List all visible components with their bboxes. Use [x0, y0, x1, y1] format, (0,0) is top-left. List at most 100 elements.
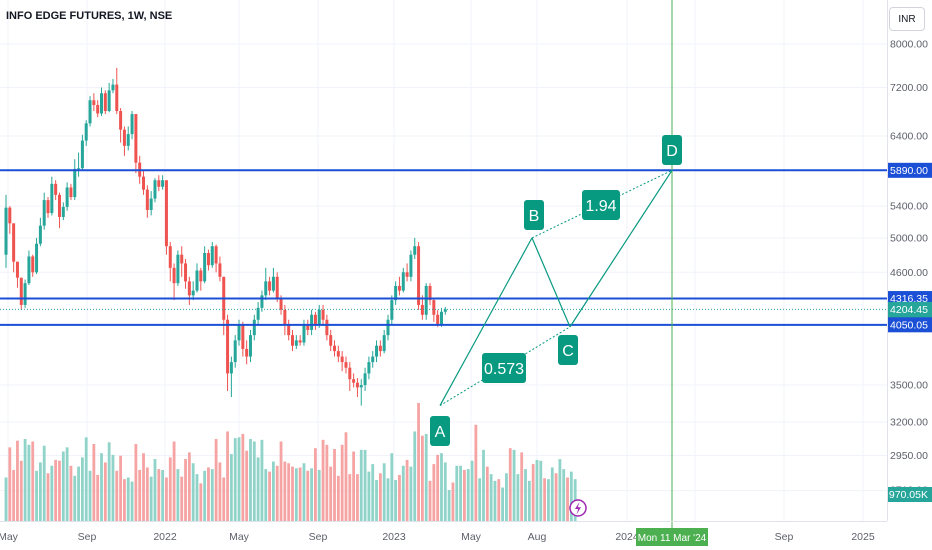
volume-bar — [275, 465, 279, 521]
volume-bar — [103, 462, 107, 521]
candle-body — [145, 189, 149, 210]
volume-bar — [291, 466, 294, 521]
time-tick-label: Sep — [775, 531, 794, 543]
candle-body — [233, 340, 237, 363]
candle-body — [4, 207, 8, 255]
volume-bar — [550, 467, 554, 521]
pattern-point-label-b: B — [529, 208, 540, 225]
volume-bar — [386, 478, 390, 521]
candle-body — [100, 93, 103, 114]
volume-bar — [84, 437, 88, 521]
candle-body — [172, 267, 176, 284]
candle-body — [268, 281, 272, 291]
price-tick-label: 8000.00 — [890, 39, 928, 51]
price-tick-label: 6400.00 — [890, 131, 928, 143]
volume-bar — [562, 469, 566, 521]
volume-bar — [306, 470, 310, 521]
pattern-ratio-box — [582, 190, 620, 220]
pattern-point-label-a-box — [430, 416, 450, 446]
candle-body — [271, 276, 275, 291]
volume-bar — [508, 448, 512, 521]
candle-body — [126, 134, 130, 146]
candle-body — [302, 324, 306, 343]
candle-body — [130, 114, 134, 135]
pattern-ratio-label: 0.573 — [484, 361, 524, 378]
volume-bar — [187, 452, 191, 521]
time-tick-label: Aug — [528, 531, 547, 543]
volume-bar — [344, 432, 348, 521]
volume-bar — [432, 464, 436, 521]
volume-bar — [340, 444, 344, 521]
candle-body — [352, 379, 356, 383]
pattern-point-label-d-box — [662, 135, 682, 165]
candle-body — [237, 324, 241, 341]
time-axis[interactable]: MaySep2022MaySep2023MayAug2024MaySep2025… — [0, 521, 887, 547]
candle-body — [31, 256, 35, 273]
candle-body — [310, 314, 314, 330]
volume-bar — [88, 470, 92, 521]
volume-bar — [371, 464, 375, 521]
volume-bar — [245, 450, 249, 521]
pattern-point-label-b-box — [524, 200, 544, 230]
volume-bar — [428, 480, 432, 521]
price-label-box — [888, 317, 932, 333]
candle-body — [397, 285, 401, 291]
volume-bar — [249, 438, 252, 521]
volume-bar — [459, 465, 462, 521]
candle-body — [184, 263, 188, 282]
candle-body — [405, 272, 409, 277]
volume-bar — [367, 471, 371, 521]
volume-bar — [107, 442, 111, 521]
candle-body — [443, 309, 447, 312]
candle-body — [321, 309, 325, 320]
volume-label: 970.05K — [889, 489, 928, 501]
volume-bar — [382, 463, 386, 521]
candle-body — [333, 345, 337, 352]
volume-bar — [516, 474, 520, 521]
volume-bar — [207, 467, 210, 521]
candle-body — [386, 319, 390, 336]
volume-bar — [241, 433, 245, 521]
price-axis[interactable]: 8000.00 7200.00 6400.00 5400.00 5000.00 4600.… — [569, 0, 932, 521]
volume-bar — [23, 438, 27, 521]
candle-body — [61, 206, 65, 217]
horizontal-levels[interactable] — [0, 0, 887, 528]
candle-body — [313, 314, 317, 325]
candle-body — [50, 183, 54, 214]
candle-body — [439, 311, 443, 325]
volume-bar — [210, 469, 214, 521]
candle-body — [77, 168, 81, 170]
volume-bar — [287, 463, 291, 521]
volume-bar — [8, 447, 12, 521]
volume-bar — [401, 465, 405, 521]
candle-body — [153, 180, 157, 199]
candle-body — [359, 385, 363, 388]
candle-body — [287, 324, 291, 336]
volume-bar — [77, 466, 80, 521]
volume-bar — [390, 453, 394, 521]
candle-body — [12, 223, 16, 262]
volume-bar — [46, 473, 50, 521]
currency-button[interactable]: INR — [889, 7, 925, 31]
abcd-pattern[interactable]: A B C D 0.573 1.94 — [430, 135, 682, 446]
candle-body — [424, 285, 428, 315]
price-tick-label: 2950.00 — [890, 450, 928, 462]
candle-body — [164, 180, 168, 247]
volume-bar — [378, 473, 382, 521]
candle-body — [161, 180, 165, 187]
candle-body — [382, 335, 386, 352]
volume-bar — [81, 457, 84, 521]
candle-body — [119, 111, 123, 130]
volume-bar — [4, 477, 8, 521]
lightning-icon[interactable] — [569, 499, 587, 517]
volume-bar — [61, 451, 65, 521]
candle-body — [229, 362, 233, 374]
candle-body — [390, 300, 394, 320]
volume-bar — [256, 457, 260, 521]
volume-bar — [409, 466, 413, 521]
volume-bar — [302, 463, 306, 521]
volume-bar — [314, 448, 317, 521]
candle-body — [195, 270, 199, 291]
